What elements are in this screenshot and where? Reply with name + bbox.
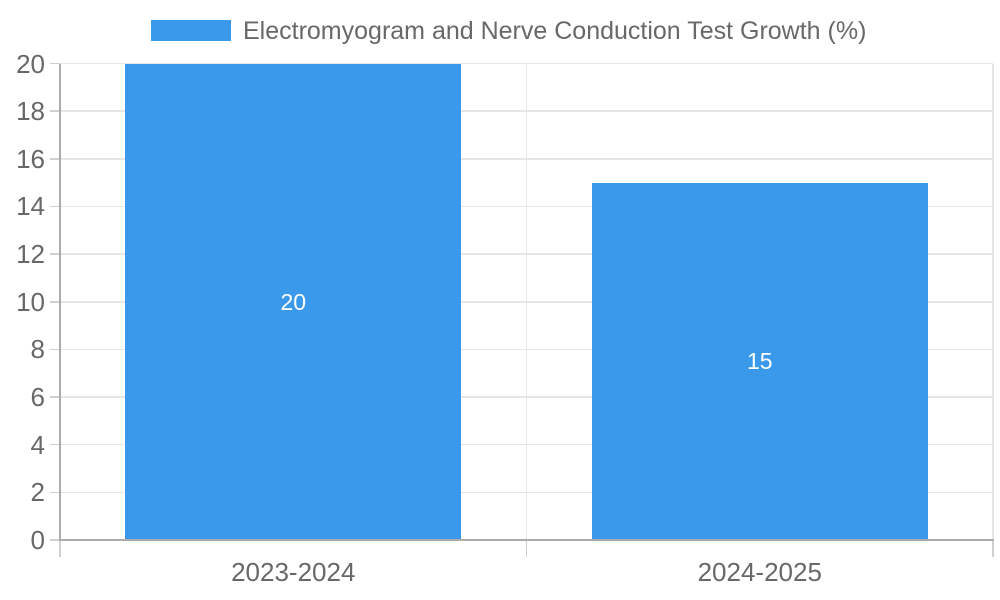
y-gridline [50, 396, 993, 398]
y-tick-mark [50, 301, 60, 303]
legend-swatch-icon [151, 20, 231, 41]
bar-value-label: 20 [280, 288, 307, 315]
y-gridline [50, 62, 993, 65]
y-tick-label: 18 [16, 96, 45, 127]
y-gridline [50, 348, 993, 351]
y-tick-label: 10 [16, 286, 45, 317]
bar-2023-2024[interactable] [125, 63, 462, 540]
bar-2024-2025[interactable] [591, 182, 928, 540]
y-tick-mark [50, 110, 60, 112]
y-axis-line [59, 63, 61, 540]
y-tick-mark [50, 253, 60, 255]
x-gridline [525, 63, 528, 557]
y-gridline [50, 110, 993, 112]
y-gridline [50, 491, 993, 494]
y-tick-mark [50, 348, 60, 351]
y-gridline [50, 301, 993, 303]
y-tick-label: 12 [16, 239, 45, 270]
y-tick-mark [50, 158, 60, 160]
y-tick-mark [50, 491, 60, 494]
x-axis-line [59, 539, 994, 541]
x-gridline [992, 63, 994, 557]
y-tick-label: 16 [16, 143, 45, 174]
y-tick-mark [50, 205, 60, 208]
x-tick-label: 2024-2025 [697, 557, 822, 587]
legend-label: Electromyogram and Nerve Conduction Test… [243, 17, 867, 45]
y-tick-label: 14 [16, 191, 45, 222]
y-tick-label: 6 [30, 382, 45, 413]
x-tick-label: 2023-2024 [231, 557, 356, 587]
y-gridline [50, 205, 993, 208]
y-axis-tick-extension [59, 540, 61, 557]
y-tick-label: 2 [30, 477, 45, 508]
y-tick-mark [50, 396, 60, 398]
y-gridline [50, 253, 993, 255]
x-tick-mark [525, 540, 528, 557]
y-tick-mark [50, 62, 60, 65]
y-gridline [50, 158, 993, 160]
y-tick-label: 4 [30, 429, 45, 460]
y-gridline [50, 443, 993, 446]
bar-value-label: 15 [746, 348, 773, 375]
y-tick-label: 20 [16, 48, 45, 79]
y-tick-label: 0 [30, 525, 45, 555]
y-tick-mark [50, 539, 60, 541]
y-tick-label: 8 [30, 334, 45, 365]
x-tick-mark [992, 540, 994, 557]
y-tick-mark [50, 443, 60, 446]
